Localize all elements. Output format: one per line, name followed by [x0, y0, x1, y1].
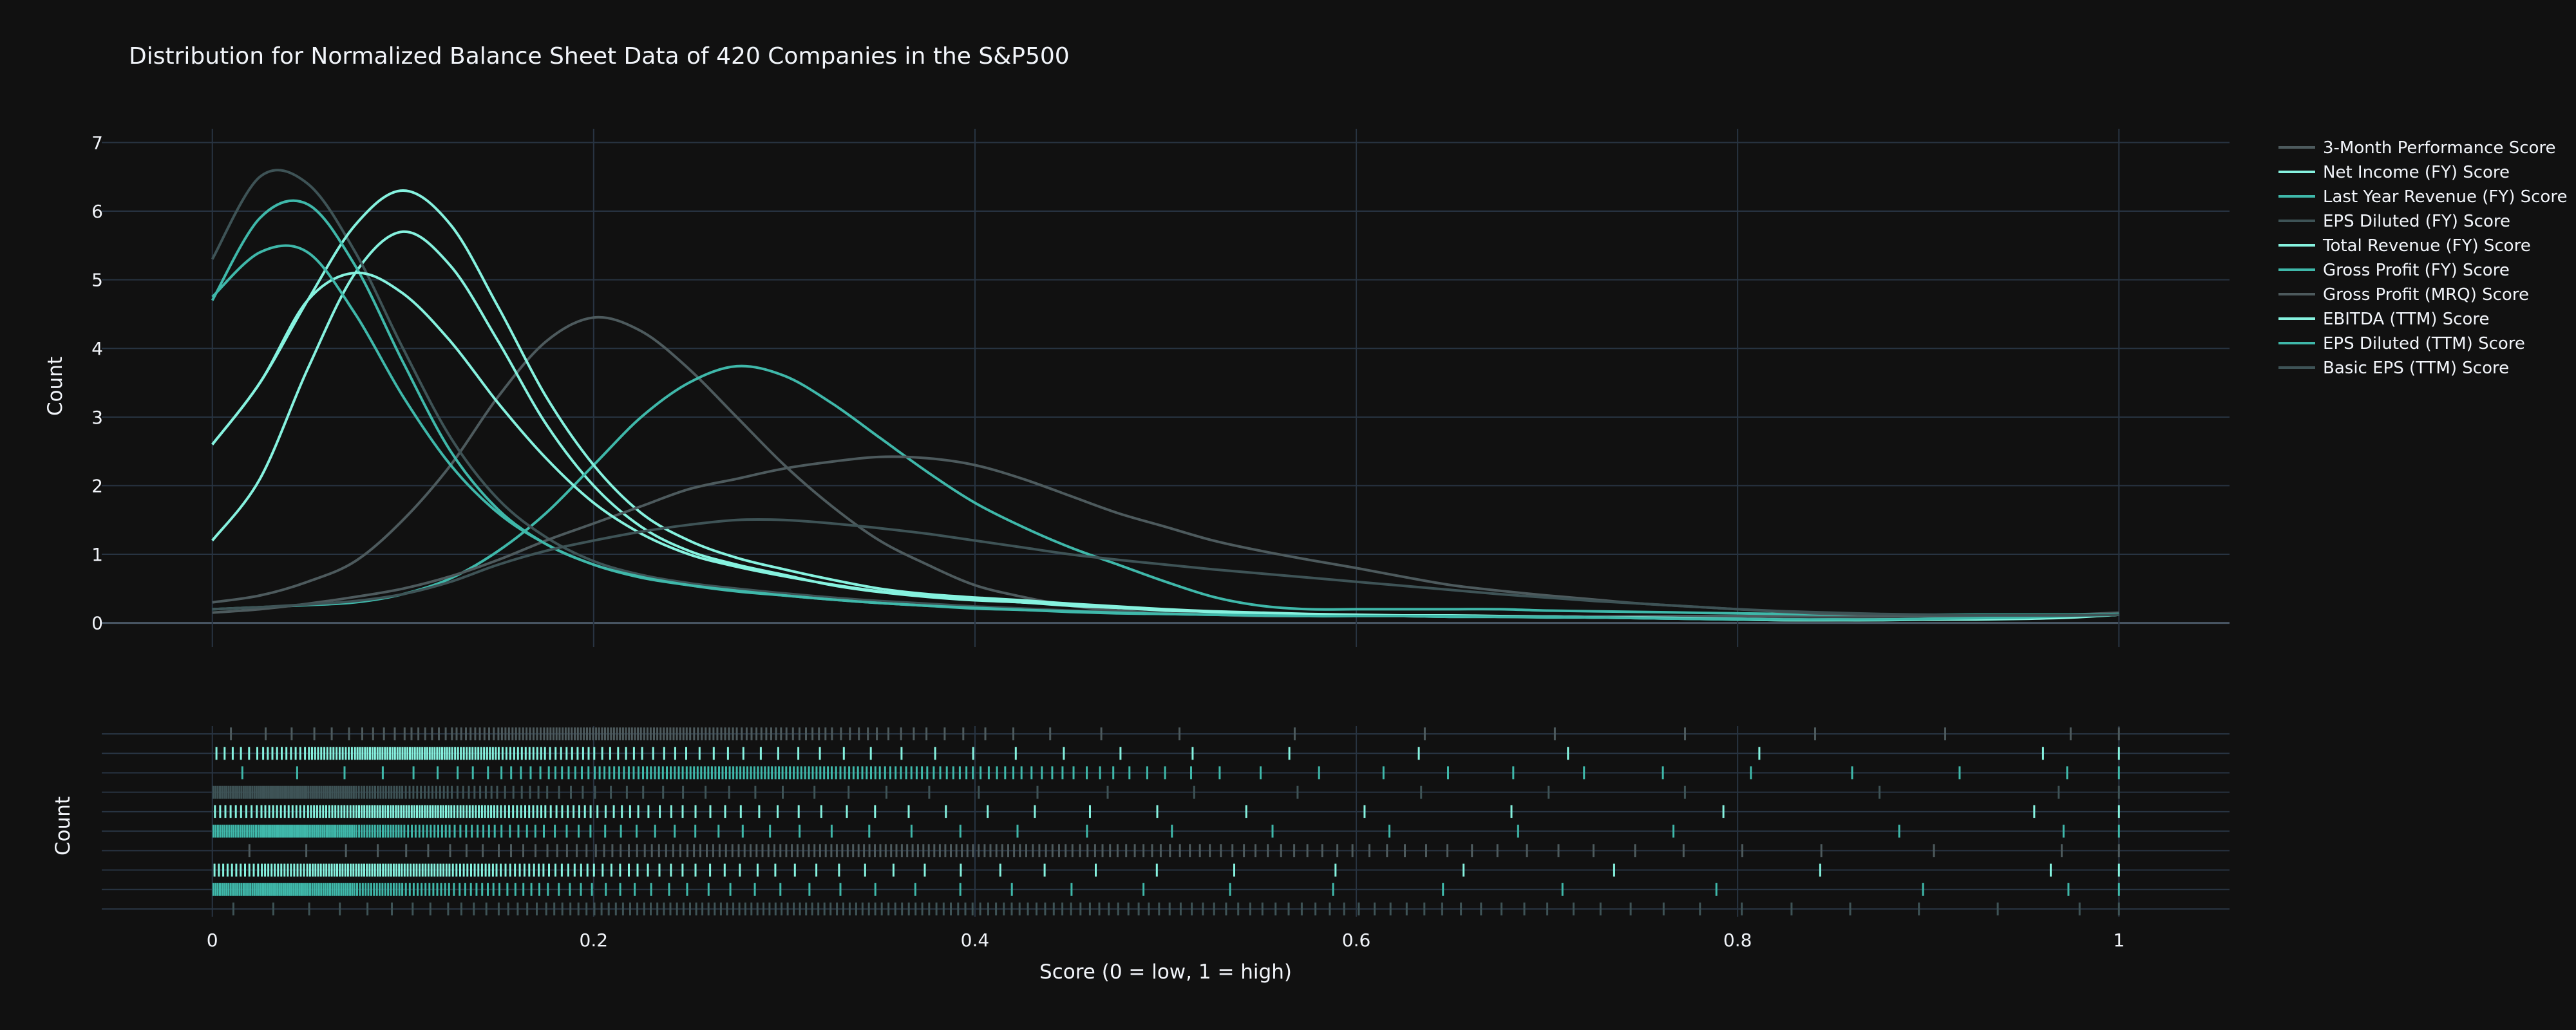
y-tick-label: 7	[91, 132, 103, 153]
legend-label-9: EPS Diluted (TTM) Score	[2323, 334, 2525, 353]
rug-ticks-10	[232, 903, 2120, 915]
rug-ticks-7	[248, 844, 2120, 857]
rug-row-2	[215, 747, 2120, 760]
x-tick-labels: 0 0.2 0.4 0.6 0.8 1	[207, 930, 2125, 951]
rug-row-5	[214, 805, 2120, 818]
main-plot-grid	[102, 129, 2230, 647]
x-tick-label: 1	[2113, 930, 2125, 951]
y-tick-label: 0	[91, 613, 103, 634]
density-curves	[211, 169, 2119, 622]
rug-row-10	[232, 903, 2120, 915]
y-axis-title: Count	[44, 357, 67, 416]
legend-label-5: Total Revenue (FY) Score	[2322, 236, 2531, 256]
density-curve-10	[212, 518, 2119, 617]
rug-row-8	[213, 863, 2120, 877]
rug-ticks-8	[213, 863, 2120, 877]
y-tick-labels: 0 1 2 3 4 5 6 7	[91, 132, 103, 633]
y-tick-label: 4	[91, 338, 103, 359]
legend-label-4: EPS Diluted (FY) Score	[2323, 212, 2510, 231]
y-tick-label: 6	[91, 201, 103, 222]
y-tick-label: 2	[91, 475, 103, 496]
legend-label-6: Gross Profit (FY) Score	[2323, 261, 2510, 280]
legend-label-1: 3-Month Performance Score	[2323, 138, 2556, 158]
y-tick-label: 1	[91, 544, 103, 565]
legend-label-10: Basic EPS (TTM) Score	[2323, 359, 2509, 378]
legend-label-8: EBITDA (TTM) Score	[2323, 310, 2490, 329]
y-tick-label: 5	[91, 270, 103, 291]
rug-ticks-2	[215, 747, 2120, 760]
rug-row-3	[241, 766, 2120, 780]
rug-ticks-1	[230, 727, 2120, 740]
rug-ticks-5	[214, 805, 2120, 818]
legend-label-2: Net Income (FY) Score	[2323, 163, 2510, 182]
y-tick-label: 3	[91, 407, 103, 428]
x-tick-label: 0.2	[580, 930, 609, 951]
legend-label-3: Last Year Revenue (FY) Score	[2323, 187, 2567, 207]
x-axis-title: Score (0 = low, 1 = high)	[1039, 960, 1292, 984]
rug-row-6	[213, 825, 2120, 838]
rug-ticks-4	[212, 785, 2120, 799]
density-curve-3	[212, 364, 2119, 616]
rug-y-axis-title: Count	[52, 796, 75, 856]
x-tick-label: 0.8	[1723, 930, 1752, 951]
density-curve-9	[211, 244, 2119, 621]
rug-row-7	[248, 844, 2120, 857]
rug-row-1	[230, 727, 2120, 740]
x-tick-label: 0.6	[1342, 930, 1371, 951]
rug-ticks-6	[213, 825, 2120, 838]
rug-marks	[212, 727, 2120, 915]
chart-title: Distribution for Normalized Balance Shee…	[129, 43, 1070, 70]
rug-ticks-9	[212, 883, 2120, 896]
x-tick-label: 0	[207, 930, 218, 951]
rug-ticks-3	[241, 766, 2120, 780]
rug-row-4	[212, 785, 2120, 799]
rug-row-9	[212, 883, 2120, 896]
legend: 3-Month Performance Score Net Income (FY)…	[2278, 138, 2567, 378]
x-tick-label: 0.4	[961, 930, 990, 951]
legend-label-7: Gross Profit (MRQ) Score	[2323, 285, 2529, 304]
